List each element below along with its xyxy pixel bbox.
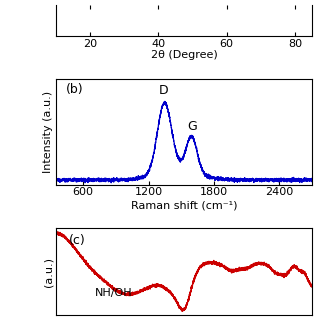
Y-axis label: (a.u.): (a.u.) [43,257,53,286]
X-axis label: Raman shift (cm⁻¹): Raman shift (cm⁻¹) [131,200,237,210]
Text: D: D [159,84,169,98]
X-axis label: 2θ (Degree): 2θ (Degree) [151,50,217,60]
Text: (c): (c) [69,234,85,247]
Text: NH/OH: NH/OH [94,288,132,298]
Text: (b): (b) [66,83,84,96]
Y-axis label: Intensity (a.u.): Intensity (a.u.) [43,91,53,173]
Text: G: G [187,120,197,133]
